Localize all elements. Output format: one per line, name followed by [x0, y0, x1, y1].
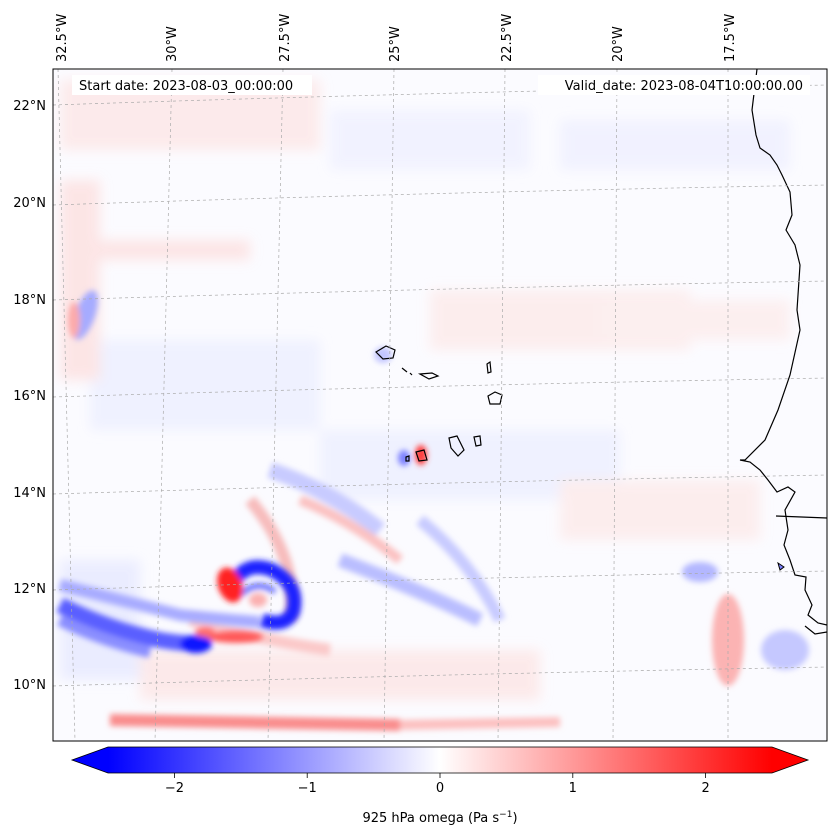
island-boa-vista [487, 391, 503, 405]
lat-label: 18°N [13, 293, 46, 308]
lat-label: 20°N [13, 196, 46, 211]
island-sal [486, 360, 492, 374]
island-sao-nicolau [417, 372, 440, 380]
coastlines [375, 69, 827, 635]
colorbar-tick-label: 0 [436, 781, 444, 796]
colorbar: −2 −1 0 1 2 925 hPa omega (Pa s−1) [70, 746, 810, 826]
lon-label: 30°W [165, 26, 180, 62]
start-date-text: Start date: 2023-08-03_00:00:00 [79, 79, 293, 94]
colorbar-extend-high [772, 747, 808, 773]
colorbar-label: 925 hPa omega (Pa s−1) [362, 810, 517, 826]
colorbar-label-sup: −1 [499, 810, 512, 820]
colorbar-ticks: −2 −1 0 1 2 [165, 773, 710, 796]
island-fogo [415, 449, 428, 462]
lon-label: 22.5°W [500, 14, 515, 62]
lat-label: 12°N [13, 582, 46, 597]
colorbar-label-end: ) [512, 811, 517, 826]
map-frame [52, 68, 828, 742]
island-santiago [448, 435, 465, 457]
gridlines [53, 69, 827, 741]
africa-coastline [739, 69, 827, 626]
colorbar-ramp [108, 747, 772, 773]
lat-label: 16°N [13, 389, 46, 404]
cape-verde-peninsula [777, 561, 785, 571]
colorbar-label-main: 925 hPa omega (Pa s [362, 811, 499, 826]
lon-label: 27.5°W [278, 14, 293, 62]
lat-label: 14°N [13, 486, 46, 501]
start-date-box [72, 75, 312, 95]
colorbar-tick-label: −2 [165, 781, 184, 796]
island-maio [473, 435, 482, 447]
map-panel: Start date: 2023-08-03_00:00:00 Valid_da… [13, 14, 828, 742]
colorbar-tick-label: 2 [701, 781, 709, 796]
lon-label: 20°W [611, 26, 626, 62]
island-sao-vicente [401, 367, 408, 373]
island-brava [405, 455, 410, 462]
lon-label: 32.5°W [55, 14, 70, 62]
colorbar-outline [70, 746, 810, 774]
lat-label: 22°N [13, 99, 46, 114]
colorbar-tick-label: −1 [298, 781, 317, 796]
island-santo-antao [375, 345, 396, 360]
colorbar-tick-label: 1 [569, 781, 577, 796]
colorbar-extend-low [72, 747, 108, 773]
coastline-bijagos [804, 625, 827, 635]
lon-label: 25°W [388, 26, 403, 62]
valid-date-box [538, 75, 810, 95]
lon-label: 17.5°W [723, 14, 738, 62]
coastline-gambia [775, 515, 827, 519]
lat-label: 10°N [13, 678, 46, 693]
island-santa-luzia [409, 372, 413, 376]
valid-date-text: Valid_date: 2023-08-04T10:00:00.00 [565, 79, 803, 94]
